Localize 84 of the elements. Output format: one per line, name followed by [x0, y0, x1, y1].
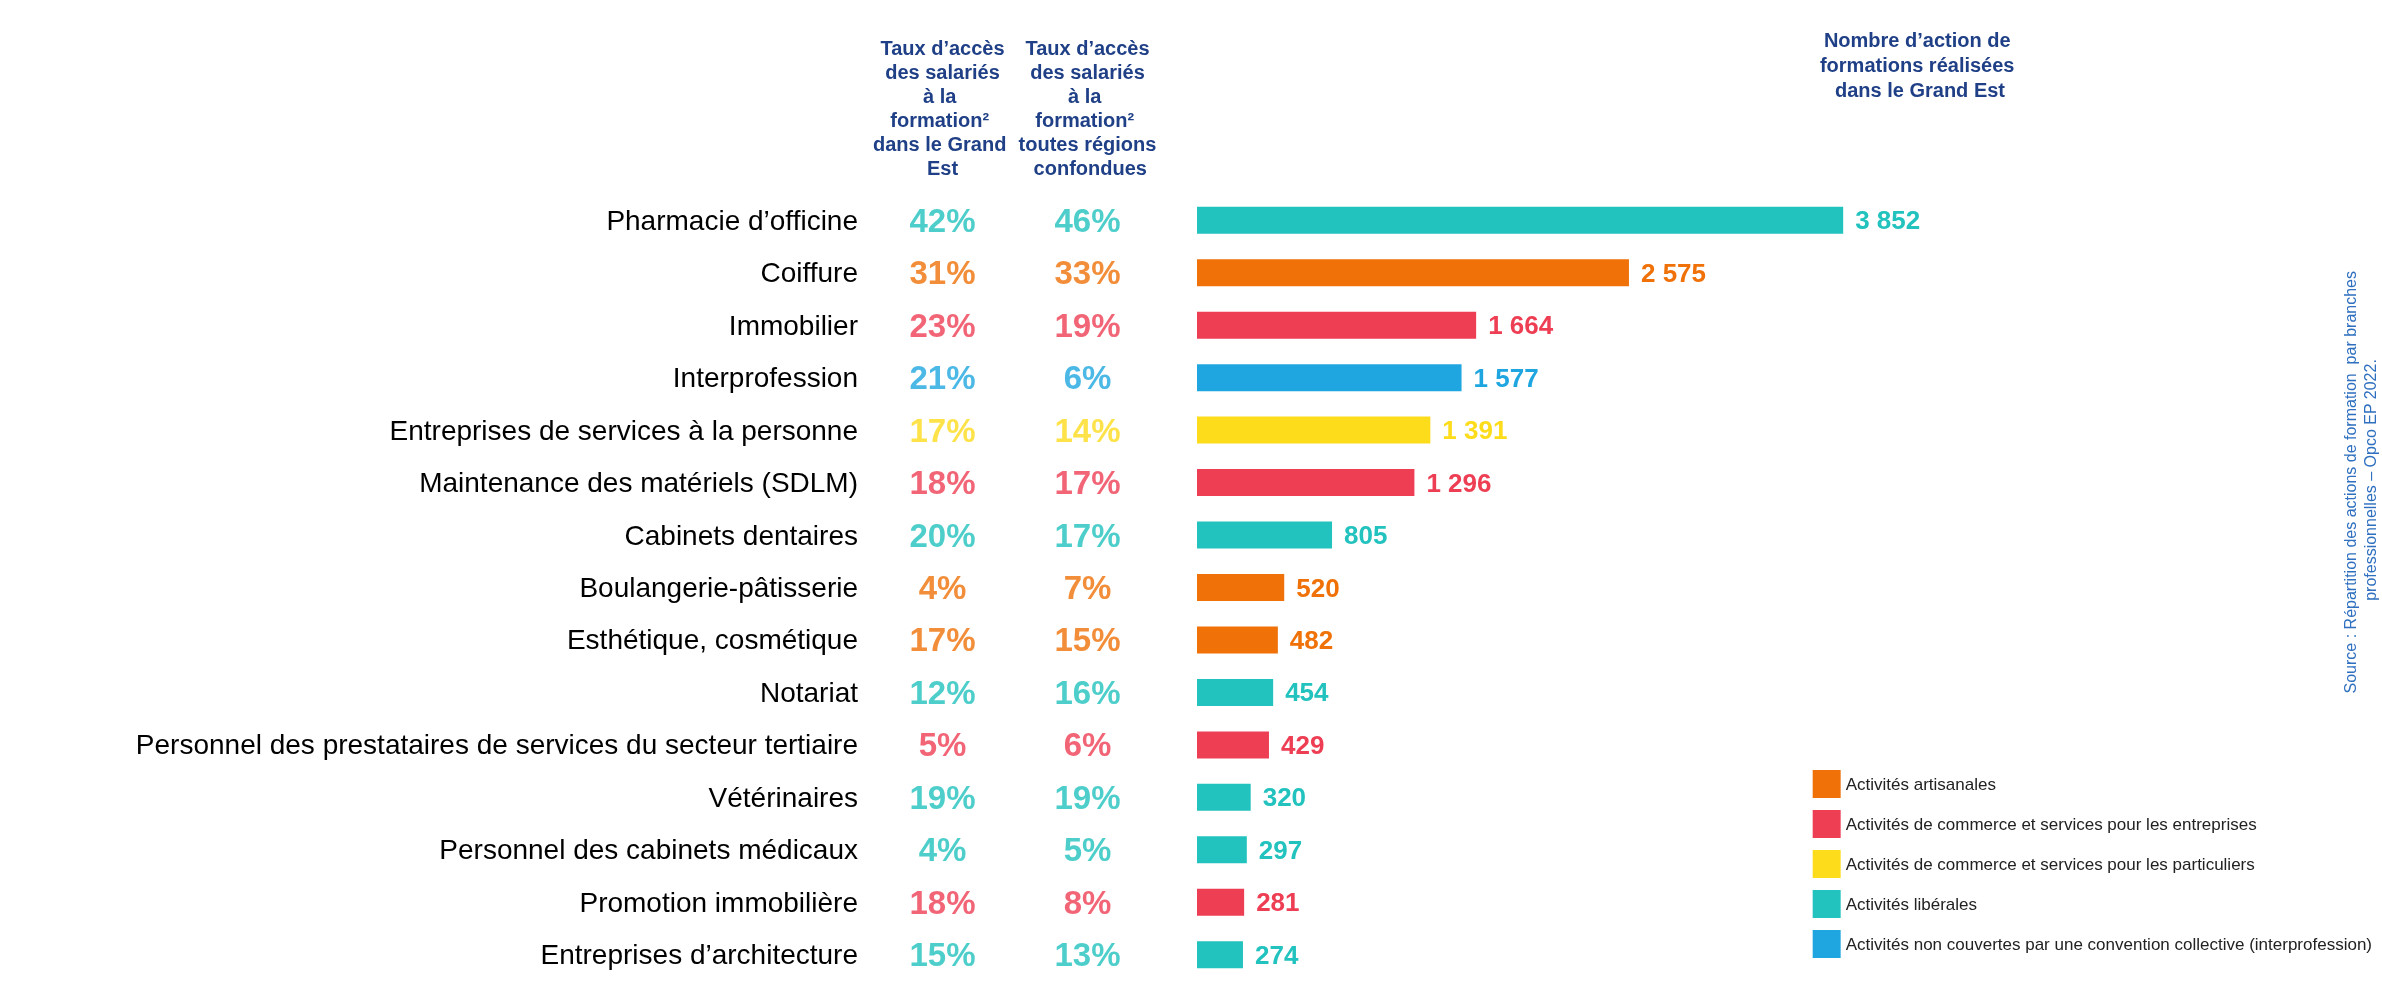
data-label: 21% [909, 359, 976, 397]
bar [1197, 311, 1477, 339]
bar [1197, 678, 1274, 706]
category-label: Esthétique, cosmétique [566, 624, 858, 656]
data-label: 454 [1285, 677, 1330, 708]
category-label: Entreprises de services à la personne [389, 414, 858, 446]
category-label: Vétérinaires [708, 781, 858, 813]
category-label: Boulangerie-pâtisserie [579, 572, 858, 603]
data-label: 281 [1256, 887, 1300, 918]
text: Taux d’accès des salariés à la formation² dans le Grand Est [873, 37, 1012, 179]
data-label: 19% [1054, 306, 1121, 344]
data-label: 19% [1054, 778, 1121, 816]
data-label: 19% [909, 778, 976, 816]
data-label: 31% [909, 254, 976, 292]
category-label: Immobilier [728, 309, 858, 341]
bar [1197, 259, 1629, 287]
data-label: 17% [909, 411, 976, 449]
data-label: 482 [1289, 624, 1334, 655]
data-label: 274 [1254, 939, 1299, 970]
bar [1197, 888, 1245, 916]
data-label: 23% [909, 306, 976, 344]
category-label: Pharmacie d’officine [606, 204, 858, 236]
category-label: Notariat [759, 676, 859, 708]
legend-label: Activités de commerce et services pour les particuliers [1845, 854, 2255, 874]
bar [1197, 836, 1247, 864]
data-label: 14% [1054, 411, 1121, 449]
data-label: 17% [1054, 516, 1121, 554]
source-note: Source : Répartition des actions de formation par branches professionnelles – Opco EP 2022. [2341, 266, 2379, 694]
data-label: 5% [1063, 831, 1112, 869]
category-label: Interprofession [672, 362, 858, 394]
data-label: 3 852 [1855, 205, 1921, 236]
data-label: 429 [1280, 729, 1325, 760]
data-label: 42% [909, 201, 976, 239]
data-label: 6% [1063, 726, 1112, 764]
data-label: 520 [1296, 572, 1340, 603]
data-label: 18% [909, 883, 976, 921]
bar [1197, 521, 1333, 549]
bar [1197, 206, 1844, 234]
category-label: Personnel des cabinets médicaux [439, 834, 858, 866]
data-label: 2 575 [1640, 257, 1707, 288]
data-label: 12% [909, 673, 976, 711]
bar [1197, 731, 1269, 759]
data-label: 5% [918, 726, 967, 764]
data-label: 16% [1054, 673, 1121, 711]
data-label: 13% [1054, 936, 1121, 974]
text: Nombre d’action de formations réalisées dans le Grand Est [1819, 28, 2021, 101]
data-label: 4% [918, 831, 967, 869]
category-label: Maintenance des matériels (SDLM) [419, 467, 858, 499]
data-label: 320 [1262, 782, 1307, 813]
bar [1197, 941, 1243, 969]
legend-label: Activités de commerce et services pour les entreprises [1845, 814, 2257, 834]
data-label: 8% [1063, 883, 1112, 921]
data-label: 17% [1054, 464, 1121, 502]
category-label: Entreprises d’architecture [540, 939, 858, 971]
data-label: 6% [1063, 359, 1112, 397]
data-label: 46% [1054, 201, 1121, 239]
data-label: 7% [1063, 569, 1112, 606]
data-label: 297 [1258, 834, 1303, 865]
data-label: 1 577 [1473, 362, 1539, 393]
data-label: 17% [909, 621, 976, 659]
legend-label: Activités libérales [1845, 894, 1977, 914]
data-label: 33% [1054, 254, 1121, 292]
bar [1197, 783, 1251, 811]
data-label: 15% [1054, 621, 1121, 659]
text: Taux d’accès des salariés à la formation² toutes régions confondues [1018, 37, 1157, 179]
data-label: 1 664 [1488, 310, 1554, 341]
data-label: 15% [909, 936, 976, 974]
bar [1197, 364, 1462, 392]
data-label: 4% [918, 569, 967, 606]
data-label: 20% [909, 516, 976, 554]
bar [1197, 416, 1431, 444]
category-label: Cabinets dentaires [624, 519, 858, 551]
data-label: 1 391 [1442, 415, 1508, 446]
legend-label: Activités artisanales [1845, 774, 1996, 794]
bar [1197, 626, 1278, 654]
data-label: 1 296 [1426, 467, 1492, 498]
category-label: Coiffure [760, 257, 858, 289]
legend-label: Activités non couvertes par une convention collective (interprofession) [1845, 934, 2372, 954]
data-label: 805 [1344, 520, 1388, 551]
category-label: Personnel des prestataires de services du secteur tertiaire [135, 729, 858, 761]
data-label: 18% [909, 464, 976, 502]
category-label: Promotion immobilière [579, 886, 858, 918]
bar [1197, 469, 1415, 497]
bar [1197, 574, 1285, 601]
